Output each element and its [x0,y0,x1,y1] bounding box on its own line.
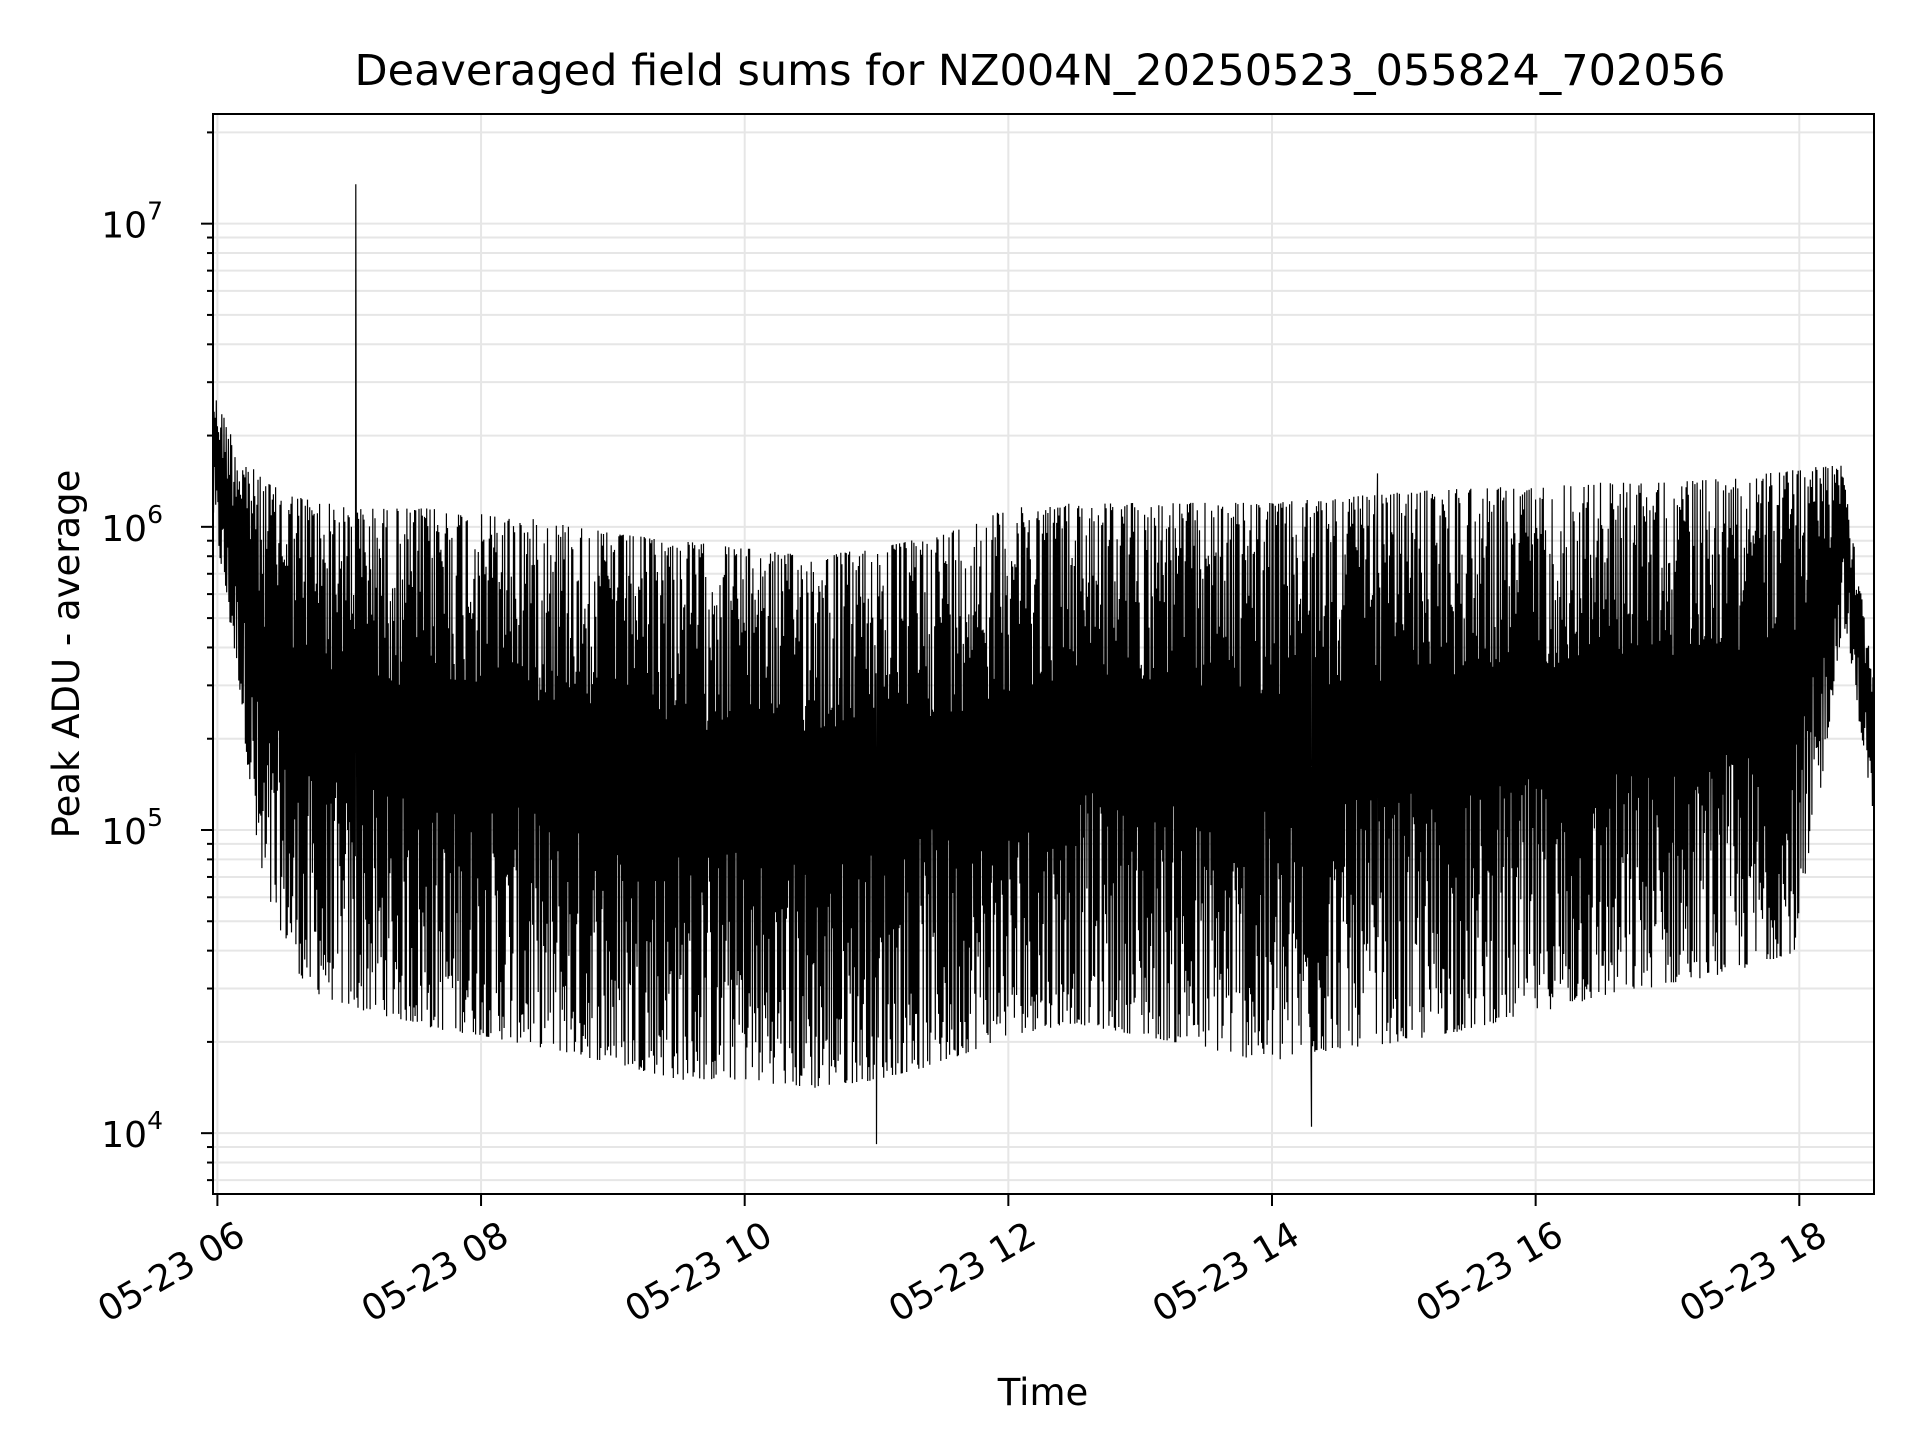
data-series [212,184,1875,1145]
y-axis-label: Peak ADU - average [45,470,88,839]
chart-title: Deaveraged field sums for NZ004N_2025052… [355,46,1726,96]
plot-frame [212,113,1875,1195]
series-line [212,184,1875,1145]
y-tick-label: 106 [101,500,163,550]
x-axis-label: Time [997,1371,1089,1414]
